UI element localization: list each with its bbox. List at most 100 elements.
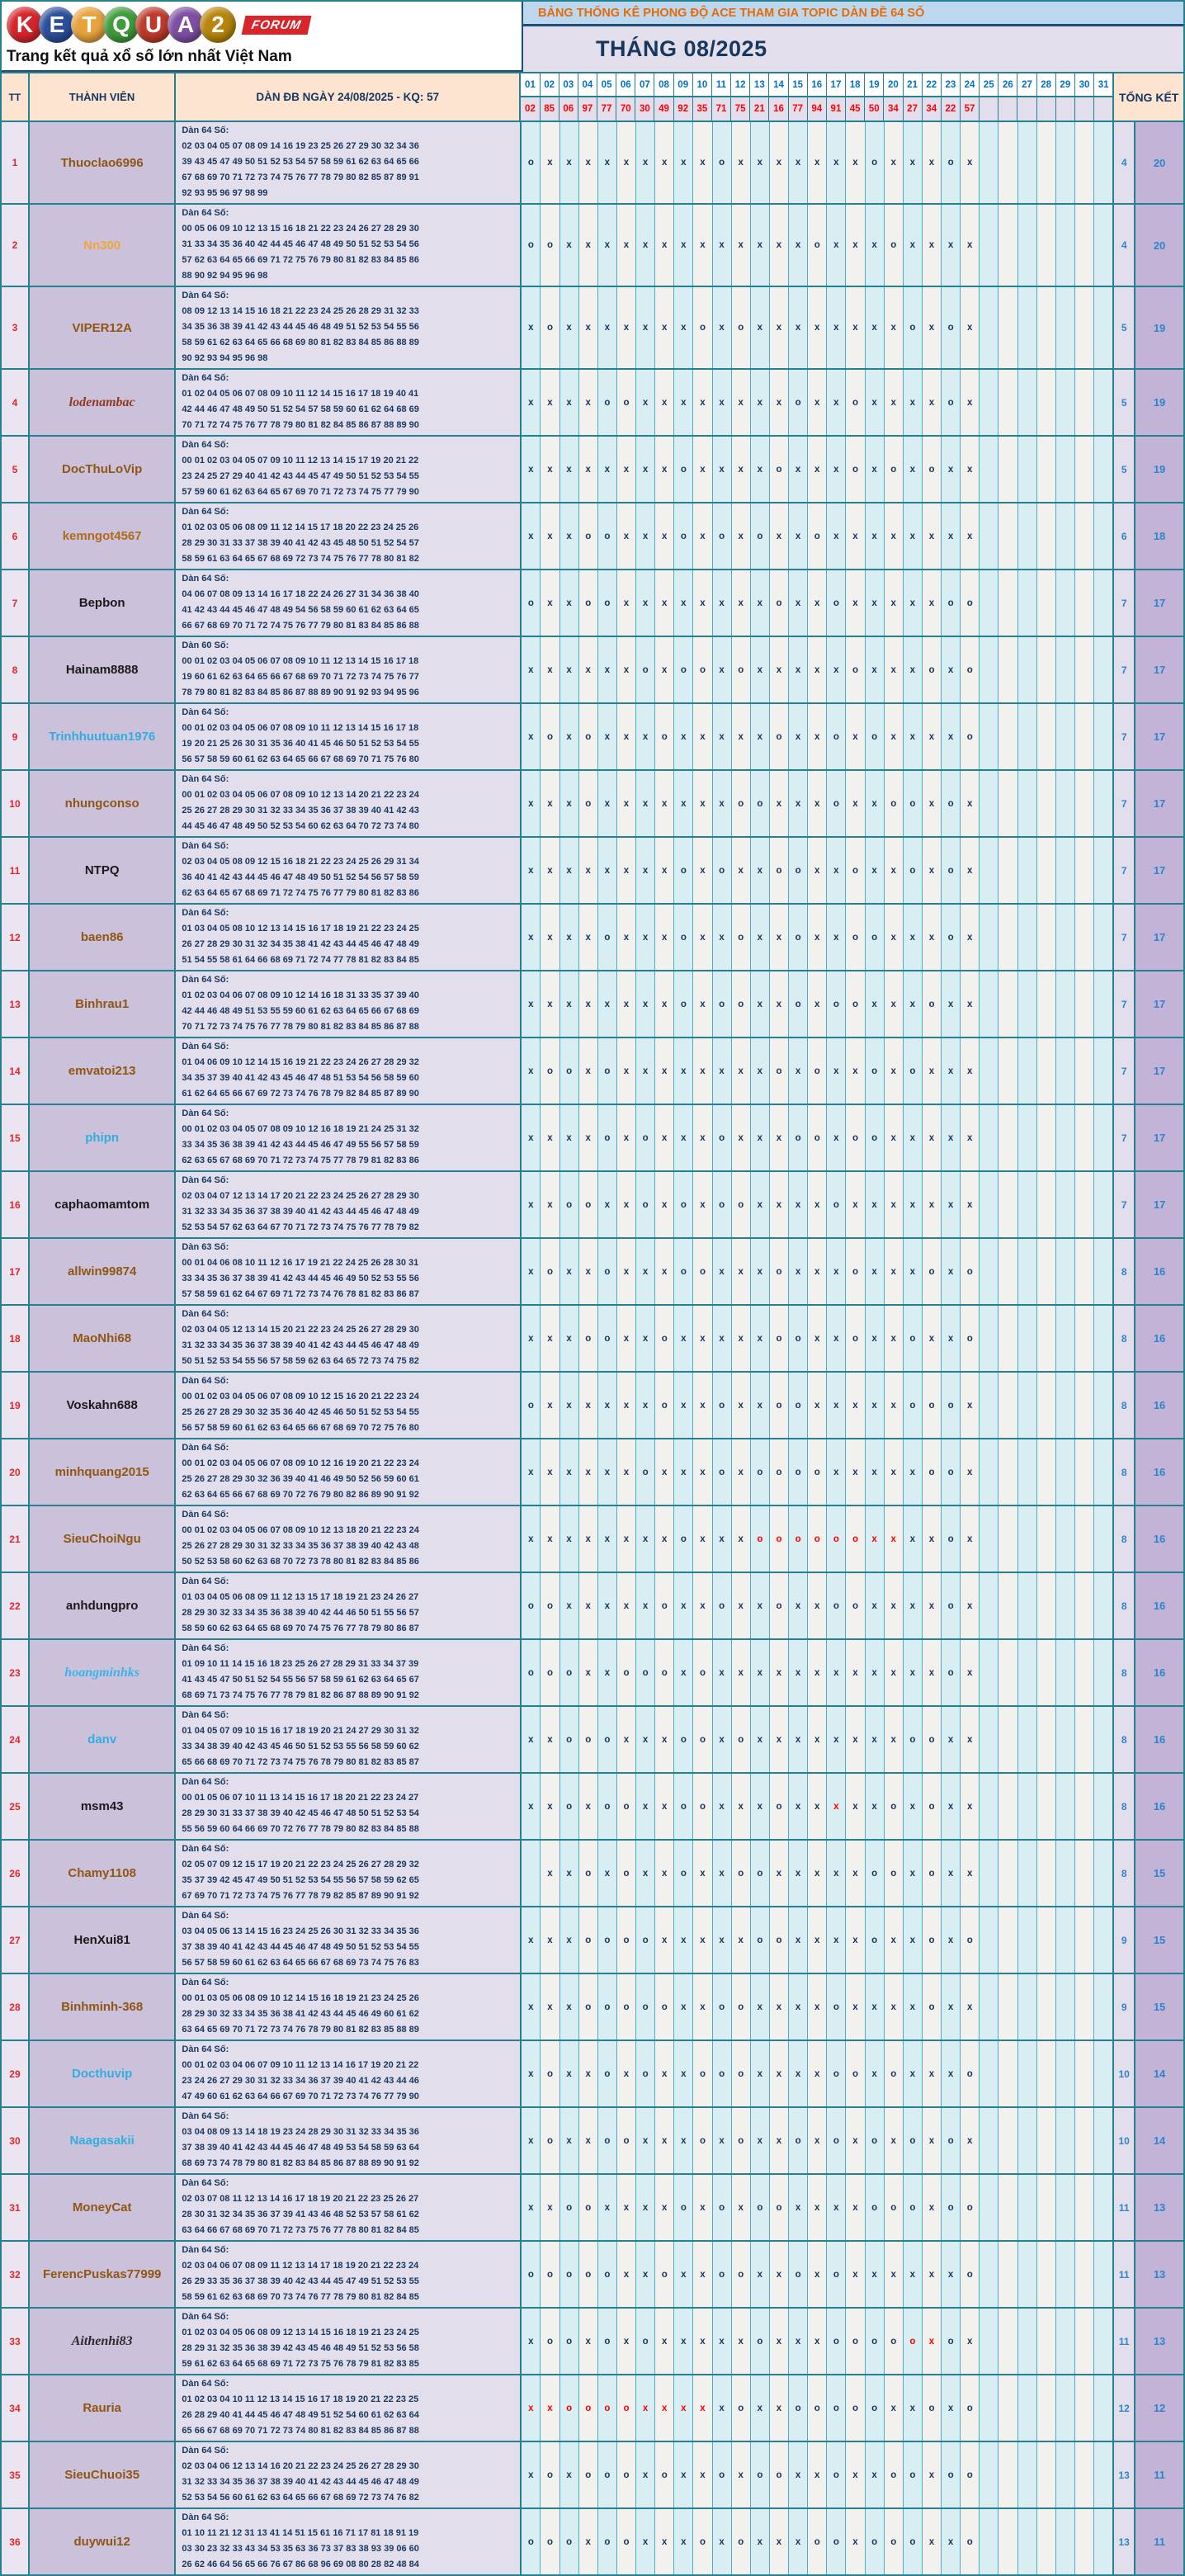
row-index: 1 bbox=[2, 122, 30, 203]
mark-cell: x bbox=[769, 1974, 790, 2040]
mark-cell: o bbox=[712, 2242, 732, 2307]
day-result: 06 bbox=[559, 97, 578, 121]
mark-cell bbox=[1036, 971, 1056, 1037]
mark-cell bbox=[1055, 1974, 1075, 2040]
mark-cell: o bbox=[750, 1439, 770, 1505]
number-set-line: 25 26 27 28 29 30 31 32 33 34 35 36 37 3… bbox=[182, 806, 419, 815]
number-set: Dàn 64 Số: 00 01 02 03 04 05 07 08 09 10… bbox=[176, 1105, 522, 1170]
day-column-header: 27 bbox=[1017, 73, 1037, 121]
mark-cell: x bbox=[712, 905, 732, 970]
mark-cell: x bbox=[884, 1373, 904, 1438]
mark-cell: x bbox=[846, 704, 866, 769]
mark-cell: o bbox=[846, 1306, 866, 1371]
total-hit: 16 bbox=[1135, 1306, 1183, 1371]
mark-cell: x bbox=[693, 2175, 713, 2240]
mark-cell bbox=[1055, 971, 1075, 1037]
mark-cell: x bbox=[942, 1239, 961, 1304]
day-number: 23 bbox=[941, 73, 960, 97]
mark-cell bbox=[999, 2442, 1018, 2507]
mark-cell: x bbox=[942, 1974, 961, 2040]
mark-cell: x bbox=[522, 1306, 541, 1371]
number-set: Dàn 64 Số: 00 05 06 09 10 12 13 15 16 18… bbox=[176, 205, 522, 286]
mark-cell bbox=[1074, 2442, 1095, 2507]
mark-cell: x bbox=[922, 2309, 942, 2374]
mark-cell: x bbox=[750, 1974, 770, 2040]
mark-cell: x bbox=[961, 1172, 980, 1237]
mark-cell: o bbox=[655, 1573, 675, 1638]
mark-cell bbox=[999, 1239, 1018, 1304]
mark-cell: x bbox=[655, 1907, 675, 1973]
mark-cell: o bbox=[961, 1907, 980, 1973]
day-column-header: 28 bbox=[1036, 73, 1056, 121]
day-header-strip: 01 02 02 85 03 06 04 97 05 77 06 70 07 30 08 49 09 92 10 35… bbox=[521, 73, 1115, 121]
mark-cell: o bbox=[884, 1841, 904, 1906]
mark-cell: x bbox=[559, 205, 579, 286]
total-miss: 11 bbox=[1114, 2175, 1136, 2240]
mark-cell: x bbox=[808, 2442, 828, 2507]
mark-cell bbox=[980, 1974, 999, 2040]
number-set-line: 04 06 07 08 09 13 14 16 17 18 22 24 26 2… bbox=[182, 589, 419, 599]
mark-cell: o bbox=[922, 1774, 942, 1839]
mark-cell: x bbox=[961, 971, 980, 1037]
mark-cell: o bbox=[769, 1038, 790, 1104]
mark-cell: x bbox=[827, 637, 847, 702]
mark-cell: x bbox=[559, 905, 579, 970]
mark-cell: o bbox=[884, 2175, 904, 2240]
mark-cell: x bbox=[808, 1774, 828, 1839]
mark-cell: x bbox=[541, 838, 560, 903]
day-result: 35 bbox=[692, 97, 711, 121]
mark-cell bbox=[1094, 1306, 1113, 1371]
member-row: 2 Nn300 Dàn 64 Số: 00 05 06 09 10 12 13 … bbox=[2, 203, 1183, 286]
mark-cell: x bbox=[693, 971, 713, 1037]
day-number: 29 bbox=[1055, 73, 1074, 97]
mark-cell: x bbox=[884, 2108, 904, 2173]
mark-cell: x bbox=[961, 1439, 980, 1505]
day-column-header: 11 71 bbox=[711, 73, 732, 121]
mark-cell: x bbox=[865, 2242, 885, 2307]
day-result: 22 bbox=[941, 97, 960, 121]
mark-cell bbox=[999, 1707, 1018, 1772]
mark-cell bbox=[1017, 205, 1037, 286]
mark-cell: x bbox=[731, 1439, 751, 1505]
logo-letter: Q bbox=[103, 7, 139, 43]
mark-cell: x bbox=[884, 1038, 904, 1104]
mark-cell: x bbox=[522, 370, 541, 435]
mark-cell bbox=[980, 1506, 999, 1572]
number-set-line: 01 04 05 07 09 10 15 16 17 18 19 20 21 2… bbox=[182, 1726, 419, 1736]
mark-cell: x bbox=[597, 1573, 617, 1638]
mark-cell: o bbox=[846, 637, 866, 702]
mark-cell bbox=[980, 370, 999, 435]
mark-cell: x bbox=[674, 1306, 694, 1371]
mark-cell bbox=[1094, 637, 1113, 702]
mark-cell bbox=[1036, 1373, 1056, 1438]
mark-cell: o bbox=[903, 1038, 923, 1104]
mark-cell: x bbox=[922, 2442, 942, 2507]
mark-cell: o bbox=[846, 838, 866, 903]
mark-cell: x bbox=[655, 771, 675, 836]
member-name: emvatoi213 bbox=[29, 1038, 177, 1104]
mark-cell bbox=[1036, 503, 1056, 569]
number-set-line: 44 45 46 47 48 49 50 52 53 54 60 62 63 6… bbox=[182, 821, 419, 831]
mark-cell bbox=[1017, 771, 1037, 836]
mark-cell: o bbox=[731, 2242, 751, 2307]
day-column-header: 06 70 bbox=[616, 73, 636, 121]
mark-cell: o bbox=[674, 1506, 694, 1572]
mark-cell: x bbox=[903, 370, 923, 435]
mark-cell: o bbox=[522, 1640, 541, 1705]
mark-cell: x bbox=[789, 1640, 809, 1705]
mark-cell: x bbox=[961, 838, 980, 903]
mark-cell bbox=[980, 2375, 999, 2441]
mark-cell: x bbox=[865, 1239, 885, 1304]
number-set-line: 68 69 73 74 78 79 80 81 82 83 84 85 86 8… bbox=[182, 2158, 419, 2168]
mark-cell bbox=[1017, 1640, 1037, 1705]
mark-cell: o bbox=[693, 1707, 713, 1772]
mark-cell: o bbox=[559, 2375, 579, 2441]
mark-cell: o bbox=[942, 1573, 961, 1638]
member-name: Nn300 bbox=[29, 205, 177, 286]
mark-cell: x bbox=[808, 1306, 828, 1371]
mark-cell: x bbox=[693, 122, 713, 203]
mark-cell bbox=[1094, 1974, 1113, 2040]
mark-cell: o bbox=[865, 1105, 885, 1170]
mark-cell: x bbox=[674, 2108, 694, 2173]
